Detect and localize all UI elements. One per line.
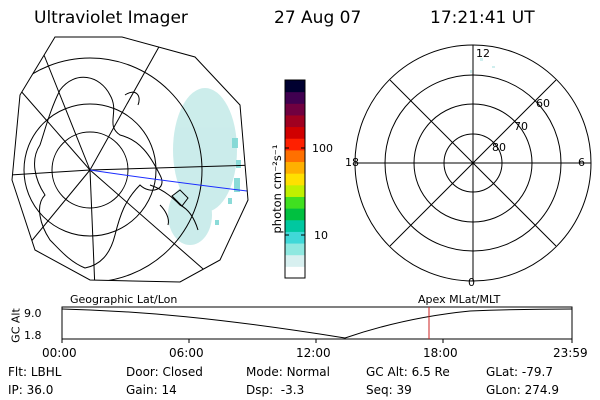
xtick-3: 18:00: [423, 346, 458, 360]
timeline-ytick-top: 9.0: [24, 307, 42, 320]
title: Ultraviolet Imager: [34, 8, 188, 28]
colorbar-segment: [285, 243, 305, 256]
colorbar-segment: [285, 196, 305, 209]
colorbar-segment: [285, 103, 305, 116]
colorbar-tick-100: 100: [312, 142, 333, 155]
info-ip: IP: 36.0: [8, 383, 54, 397]
timeline-ytick-bottom: 1.8: [24, 329, 42, 342]
aurora-speckle: [168, 88, 237, 245]
info-gc-alt: GC Alt: 6.5 Re: [366, 365, 450, 379]
xtick-2: 12:00: [296, 346, 331, 360]
polar-label-left: 18: [345, 156, 359, 169]
colorbar-segment: [285, 126, 305, 139]
colorbar-segment: [285, 161, 305, 174]
xtick-4: 23:59: [553, 346, 588, 360]
polar-label-60: 60: [536, 97, 550, 110]
colorbar-segment: [285, 138, 305, 151]
colorbar-tick-10: 10: [314, 229, 328, 242]
polar-label-right: 6: [578, 156, 585, 169]
colorbar-segment: [285, 184, 305, 197]
polar-label-top: 12: [476, 47, 490, 60]
time: 17:21:41 UT: [430, 8, 535, 28]
colorbar-segment: [285, 91, 305, 104]
colorbar-segment: [285, 254, 305, 267]
info-mode: Mode: Normal: [246, 365, 330, 379]
colorbar-segment: [285, 149, 305, 163]
info-seq: Seq: 39: [366, 383, 412, 397]
colorbar-segment: [285, 80, 305, 93]
polar-label-80: 80: [492, 141, 506, 154]
colorbar-segment: [285, 114, 305, 128]
xtick-0: 00:00: [42, 346, 77, 360]
info-door: Door: Closed: [126, 365, 203, 379]
colorbar: [284, 79, 306, 279]
info-dsp: Dsp: -3.3: [246, 383, 305, 397]
info-glat: GLat: -79.7: [486, 365, 553, 379]
colorbar-segment: [285, 219, 305, 232]
info-glon: GLon: 274.9: [486, 383, 559, 397]
info-flt: Flt: LBHL: [8, 365, 62, 379]
colorbar-segment: [285, 266, 305, 279]
colorbar-segment: [285, 231, 305, 244]
colorbar-segment: [285, 208, 305, 221]
timeline-right-caption: Apex MLat/MLT: [418, 293, 501, 306]
polar-label-70: 70: [514, 120, 528, 133]
timeline-left-caption: Geographic Lat/Lon: [70, 293, 178, 306]
info-gain: Gain: 14: [126, 383, 177, 397]
orbit-track: [89, 169, 248, 193]
polar-label-bottom: 0: [468, 276, 475, 289]
xtick-1: 06:00: [169, 346, 204, 360]
colorbar-segment: [285, 173, 305, 186]
date: 27 Aug 07: [274, 8, 362, 28]
